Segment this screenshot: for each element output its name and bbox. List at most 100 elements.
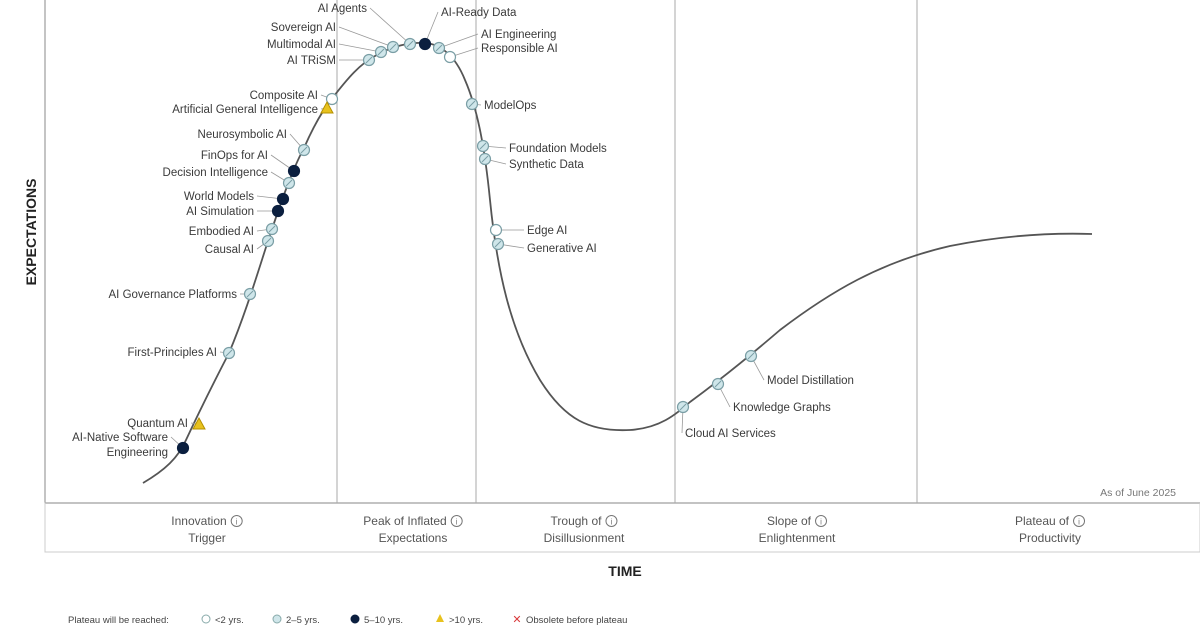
technology-label: World Models bbox=[184, 191, 254, 203]
triangle-icon bbox=[436, 614, 444, 622]
info-icon[interactable] bbox=[605, 515, 618, 527]
technology-label: Generative AI bbox=[527, 243, 597, 255]
technology-label: Sovereign AI bbox=[271, 22, 336, 34]
plateau-marker-icon-hatch bbox=[285, 179, 293, 187]
technology-label: Cloud AI Services bbox=[685, 428, 776, 440]
plateau-marker-icon bbox=[176, 441, 190, 455]
technology-label: AI Engineering bbox=[481, 29, 556, 41]
plateau-marker-icon-hatch bbox=[406, 40, 414, 48]
phase-band bbox=[44, 502, 1200, 553]
legend-item: <2 yrs. bbox=[201, 614, 244, 626]
technology-point[interactable]: Embodied AI bbox=[189, 222, 279, 239]
technology-point[interactable]: Neurosymbolic AI bbox=[198, 129, 311, 157]
plateau-marker-icon bbox=[418, 37, 432, 51]
obsolete-icon: ✕ bbox=[512, 614, 521, 626]
technology-label: AI Agents bbox=[318, 3, 367, 15]
phase-label: Innovation i Trigger bbox=[171, 514, 243, 545]
as-of-date: As of June 2025 bbox=[1100, 487, 1176, 499]
technology-label: Artificial General Intelligence bbox=[172, 104, 318, 116]
plateau-marker-icon-hatch bbox=[747, 352, 755, 360]
info-icon[interactable] bbox=[1073, 515, 1086, 527]
technology-label: Edge AI bbox=[527, 225, 567, 237]
phase-label-line2: Productivity bbox=[1019, 531, 1081, 545]
phase-label-line1: Plateau of bbox=[1015, 514, 1070, 528]
circle-icon bbox=[272, 614, 282, 624]
circle-icon bbox=[201, 614, 211, 624]
info-icon[interactable] bbox=[230, 515, 243, 527]
chart-frame bbox=[44, 0, 1200, 553]
technology-label: AI-Native Software Engineering bbox=[72, 432, 168, 459]
technology-point[interactable]: Quantum AI bbox=[127, 416, 206, 430]
technology-point[interactable]: Model Distillation bbox=[744, 349, 854, 388]
legend-label: 5–10 yrs. bbox=[364, 615, 403, 626]
info-icon-glyph: i bbox=[456, 518, 458, 527]
technology-label-line: AI-Native Software bbox=[72, 432, 168, 444]
leader-line bbox=[438, 33, 479, 49]
plateau-marker-icon bbox=[276, 192, 290, 206]
technology-point[interactable]: Edge AI bbox=[489, 223, 568, 238]
technology-point[interactable]: AI-Native Software Engineering bbox=[72, 432, 190, 459]
leader-line bbox=[338, 43, 382, 53]
info-icon-glyph: i bbox=[611, 518, 613, 527]
phase-label-line1: Slope of bbox=[767, 514, 812, 528]
technology-point[interactable]: Foundation Models bbox=[476, 139, 608, 156]
plateau-marker-icon-hatch bbox=[481, 155, 489, 163]
technology-point[interactable]: AI-Ready Data bbox=[418, 7, 518, 51]
plateau-marker-icon-hatch bbox=[300, 146, 308, 154]
technology-label: Foundation Models bbox=[509, 143, 607, 155]
plateau-marker-icon-hatch bbox=[264, 237, 272, 245]
technology-label: AI Simulation bbox=[186, 206, 254, 218]
technology-point[interactable]: Knowledge Graphs bbox=[711, 377, 832, 415]
leader-line bbox=[338, 26, 394, 48]
technology-point[interactable]: ModelOps bbox=[465, 97, 537, 113]
technology-point[interactable]: Generative AI bbox=[491, 237, 597, 256]
technology-point[interactable]: Synthetic Data bbox=[478, 152, 585, 172]
technology-point[interactable]: Composite AI bbox=[250, 90, 339, 106]
legend-item: 2–5 yrs. bbox=[272, 614, 320, 626]
technology-point[interactable]: Multimodal AI bbox=[267, 39, 388, 59]
technology-label: AI Governance Platforms bbox=[109, 289, 238, 301]
legend-label: >10 yrs. bbox=[449, 615, 483, 626]
plateau-marker-icon-hatch bbox=[679, 403, 687, 411]
plateau-marker-icon-hatch bbox=[225, 349, 233, 357]
technology-point[interactable]: Artificial General Intelligence bbox=[172, 100, 334, 116]
technology-label: Quantum AI bbox=[127, 418, 188, 430]
technology-point[interactable]: Sovereign AI bbox=[271, 22, 400, 54]
technology-label: Model Distillation bbox=[767, 375, 854, 387]
technology-label: Responsible AI bbox=[481, 43, 558, 55]
legend-item: 5–10 yrs. bbox=[350, 614, 403, 626]
technology-point[interactable]: Responsible AI bbox=[443, 43, 558, 64]
technology-point[interactable]: AI Governance Platforms bbox=[109, 287, 257, 302]
plateau-marker-icon-hatch bbox=[468, 100, 476, 108]
info-icon-glyph: i bbox=[820, 518, 822, 527]
technology-label: Knowledge Graphs bbox=[733, 402, 831, 414]
technology-point[interactable]: AI Simulation bbox=[186, 204, 285, 219]
plateau-marker-icon-hatch bbox=[494, 240, 502, 248]
technology-point[interactable]: AI Agents bbox=[318, 3, 417, 51]
plateau-marker-icon-hatch bbox=[479, 142, 487, 150]
phase-label: Plateau of i Productivity bbox=[1015, 514, 1086, 545]
phase-label: Slope of i Enlightenment bbox=[759, 514, 836, 545]
plateau-marker-icon bbox=[287, 164, 301, 178]
technology-point[interactable]: Decision Intelligence bbox=[163, 167, 296, 190]
plateau-marker-icon bbox=[271, 204, 285, 218]
technology-label: First-Principles AI bbox=[128, 347, 217, 359]
technology-point[interactable]: FinOps for AI bbox=[201, 150, 301, 178]
legend-title: Plateau will be reached: bbox=[68, 615, 169, 626]
technology-label: Neurosymbolic AI bbox=[198, 129, 287, 141]
technology-point[interactable]: AI Engineering bbox=[432, 29, 557, 55]
legend-label: 2–5 yrs. bbox=[286, 615, 320, 626]
technology-label: Embodied AI bbox=[189, 226, 254, 238]
plateau-marker-icon bbox=[443, 50, 457, 64]
technology-point[interactable]: First-Principles AI bbox=[128, 346, 236, 360]
info-icon[interactable] bbox=[450, 515, 463, 527]
phase-label-line2: Disillusionment bbox=[544, 531, 625, 545]
technology-point[interactable]: World Models bbox=[184, 191, 290, 206]
info-icon[interactable] bbox=[815, 515, 828, 527]
plateau-marker-icon-hatch bbox=[268, 225, 276, 233]
technology-point[interactable]: Cloud AI Services bbox=[676, 400, 777, 441]
legend-item: ✕ Obsolete before plateau bbox=[512, 614, 627, 626]
technology-point[interactable]: Causal AI bbox=[205, 234, 275, 257]
technology-point[interactable]: AI TRiSM bbox=[287, 53, 376, 68]
y-axis-label: EXPECTATIONS bbox=[23, 179, 39, 286]
